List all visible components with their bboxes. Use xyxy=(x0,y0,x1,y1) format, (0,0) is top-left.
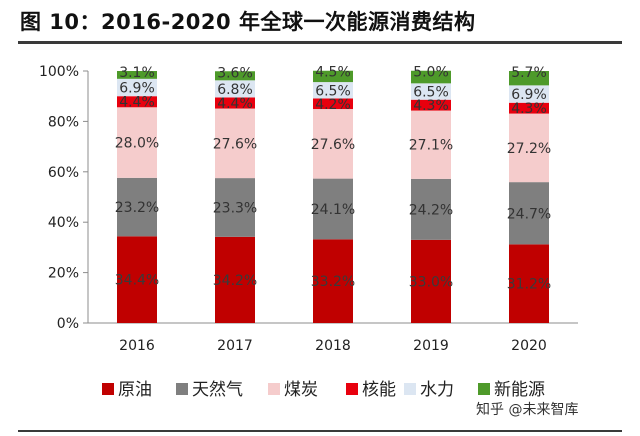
legend-swatch xyxy=(404,383,416,395)
bar-segment xyxy=(117,177,157,237)
bar-segment xyxy=(509,71,549,86)
data-label: 4.5% xyxy=(315,65,351,81)
legend-label: 煤炭 xyxy=(284,380,318,400)
data-label: 3.1% xyxy=(119,65,155,81)
data-label: 6.9% xyxy=(119,81,155,97)
x-tick-label: 2018 xyxy=(315,338,351,354)
bar-segment xyxy=(117,236,157,323)
data-label: 4.3% xyxy=(413,98,449,114)
bar-segment xyxy=(411,178,451,240)
data-label: 27.6% xyxy=(311,137,355,153)
bar-segment xyxy=(313,239,353,323)
x-tick-label: 2019 xyxy=(413,338,449,354)
page-title: 图 10：2016-2020 年全球一次能源消费结构 xyxy=(20,10,476,34)
x-tick-label: 2017 xyxy=(217,338,253,354)
legend-swatch xyxy=(268,383,280,395)
data-label: 28.0% xyxy=(115,136,159,152)
legend-label: 原油 xyxy=(118,380,152,400)
data-label: 5.0% xyxy=(413,65,449,81)
legend-swatch xyxy=(478,383,490,395)
y-tick-label: 80% xyxy=(48,114,79,130)
bars-layer xyxy=(117,70,549,323)
bar-segment xyxy=(411,239,451,323)
axis-layer: 0% 20% 40% 60% 80% 100% 2016 2017 2018 2019 2020 xyxy=(39,64,578,354)
bar-segment xyxy=(313,70,353,83)
bar-segment xyxy=(215,236,255,323)
legend-label: 核能 xyxy=(362,380,396,400)
bar-segment xyxy=(411,110,451,179)
data-label: 4.4% xyxy=(119,95,155,111)
data-label: 33.2% xyxy=(311,274,355,290)
data-label: 6.8% xyxy=(217,82,253,98)
data-label: 4.4% xyxy=(217,96,253,112)
legend-swatch xyxy=(346,383,358,395)
data-label: 3.6% xyxy=(217,65,253,81)
legend-label: 天然气 xyxy=(192,380,243,400)
watermark: 知乎 @未来智库 xyxy=(476,402,579,418)
data-label: 4.3% xyxy=(511,101,547,117)
bar-segment xyxy=(411,83,451,100)
bar-segment xyxy=(117,107,157,178)
data-label: 6.5% xyxy=(315,83,351,99)
bar-segment xyxy=(313,109,353,179)
y-tick-label: 100% xyxy=(39,64,79,80)
bar-segment xyxy=(411,70,451,84)
data-label: 5.7% xyxy=(511,65,547,81)
data-label: 34.4% xyxy=(115,273,159,289)
legend-swatch xyxy=(102,383,114,395)
bar-segment xyxy=(313,178,353,240)
bar-segment xyxy=(215,97,255,109)
bar-segment xyxy=(117,71,157,79)
title-divider xyxy=(18,41,622,44)
y-tick-label: 0% xyxy=(57,316,79,332)
x-tick-label: 2016 xyxy=(119,338,155,354)
legend-label: 新能源 xyxy=(494,380,545,400)
data-label: 33.0% xyxy=(409,274,453,290)
data-label: 6.9% xyxy=(511,87,547,103)
bar-segment xyxy=(509,182,549,245)
y-tick-label: 20% xyxy=(48,266,79,282)
data-label: 6.5% xyxy=(413,85,449,101)
bar-segment xyxy=(215,108,255,179)
bar-segment xyxy=(215,178,255,237)
bottom-divider xyxy=(18,430,622,432)
data-label: 34.2% xyxy=(213,273,257,289)
legend: 原油 天然气 煤炭 核能 水力 新能源 xyxy=(102,380,545,400)
data-label: 24.2% xyxy=(409,202,453,218)
data-label: 23.2% xyxy=(115,200,159,216)
bar-segment xyxy=(509,85,549,103)
data-labels-layer: 34.4%23.2%28.0%4.4%6.9%3.1%34.2%23.3%27.… xyxy=(115,65,551,293)
data-label: 27.1% xyxy=(409,138,453,154)
data-label: 23.3% xyxy=(213,200,257,216)
y-tick-label: 60% xyxy=(48,165,79,181)
data-label: 4.2% xyxy=(315,97,351,113)
bar-segment xyxy=(215,80,255,98)
data-label: 27.2% xyxy=(507,141,551,157)
data-label: 24.7% xyxy=(507,206,551,222)
bar-segment xyxy=(117,96,157,108)
bar-segment xyxy=(509,113,549,183)
legend-swatch xyxy=(176,383,188,395)
legend-label: 水力 xyxy=(420,380,454,400)
bar-segment xyxy=(313,82,353,99)
data-label: 31.2% xyxy=(507,277,551,293)
data-label: 24.1% xyxy=(311,202,355,218)
bar-segment xyxy=(215,71,255,81)
y-tick-label: 40% xyxy=(48,215,79,231)
bar-segment xyxy=(313,98,353,110)
bar-segment xyxy=(117,78,157,97)
bar-segment xyxy=(411,99,451,111)
x-tick-label: 2020 xyxy=(511,338,547,354)
data-label: 27.6% xyxy=(213,136,257,152)
bar-segment xyxy=(509,244,549,323)
bar-segment xyxy=(509,102,549,114)
